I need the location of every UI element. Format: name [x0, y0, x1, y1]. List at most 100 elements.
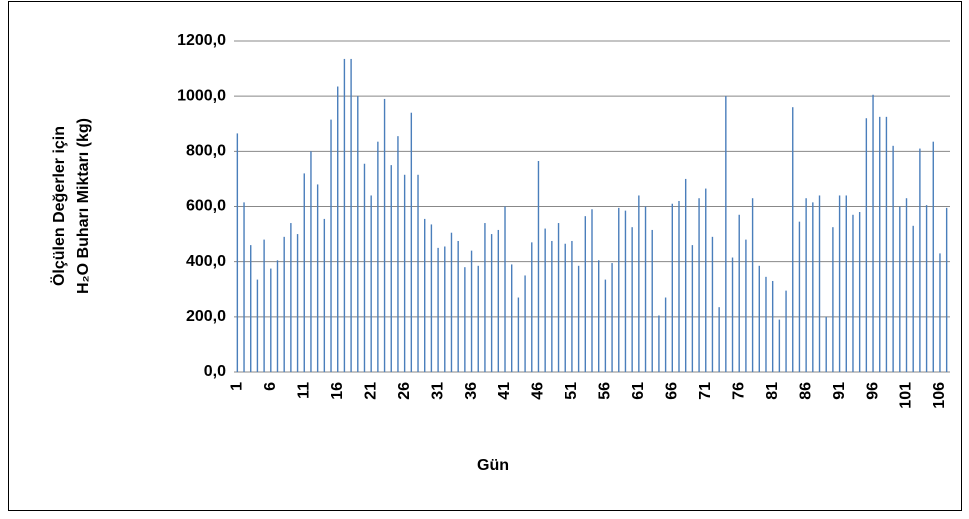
bar: [745, 239, 747, 372]
x-tick-label-group: 36: [463, 382, 480, 400]
bar: [691, 245, 694, 372]
bar: [945, 207, 948, 372]
bar: [792, 107, 794, 372]
bar: [899, 206, 901, 372]
x-tick-label: 21: [362, 382, 379, 400]
bar: [397, 136, 399, 372]
x-tick-label: 76: [730, 382, 747, 400]
bar: [644, 206, 647, 372]
bar: [497, 229, 500, 372]
x-axis-label: Gün: [477, 457, 509, 474]
x-tick-label-group: 31: [429, 382, 446, 400]
x-tick-label-group: 51: [563, 382, 580, 400]
x-tick-label: 56: [597, 382, 614, 400]
bar: [738, 214, 740, 372]
x-tick-label: 31: [429, 382, 446, 400]
bar: [283, 236, 285, 372]
x-tick-label-group: 106: [931, 382, 948, 409]
x-tick-label: 101: [898, 382, 915, 409]
bar: [444, 246, 446, 372]
bar: [390, 165, 392, 372]
bar: [470, 250, 473, 372]
bar: [437, 247, 439, 372]
x-tick-label-group: 66: [664, 382, 681, 400]
bar: [296, 234, 299, 372]
bar: [410, 112, 413, 372]
bar: [310, 151, 312, 372]
bar: [584, 216, 587, 372]
y-tick-label: 400,0: [186, 253, 226, 270]
bar: [611, 263, 613, 372]
y-tick-label: 0,0: [204, 363, 226, 380]
bar: [290, 223, 292, 372]
bar: [303, 173, 305, 372]
x-tick-label: 41: [496, 382, 513, 400]
bar: [932, 141, 934, 372]
y-axis-label-line: H₂O Buharı Miktarı (kg): [75, 118, 92, 294]
bar: [872, 94, 874, 372]
bar: [531, 242, 533, 372]
bar: [316, 184, 319, 372]
bar: [818, 195, 821, 372]
bar: [350, 58, 352, 372]
y-tick-label: 1200,0: [177, 32, 226, 49]
x-tick-label-group: 6: [262, 382, 279, 391]
bar: [524, 275, 526, 372]
bar: [765, 276, 767, 372]
bar: [363, 163, 366, 372]
x-tick-label-group: 101: [898, 382, 915, 409]
y-axis-label-line: Ölçülen Değerler için: [49, 126, 68, 286]
x-tick-label: 96: [864, 382, 881, 400]
bar: [243, 202, 245, 372]
bar: [858, 212, 861, 372]
bar: [357, 96, 359, 373]
y-tick-label: 200,0: [186, 308, 226, 325]
bar: [798, 221, 801, 372]
x-tick-label: 91: [831, 382, 848, 400]
bar: [865, 118, 868, 372]
bar: [276, 260, 279, 372]
bar: [537, 160, 540, 372]
x-tick-label: 11: [295, 382, 312, 399]
y-tick-label: 1000,0: [177, 87, 226, 104]
bar: [684, 178, 687, 372]
x-tick-label-group: 41: [496, 382, 513, 400]
x-tick-label: 46: [530, 382, 547, 400]
bar: [751, 198, 754, 372]
bar: [490, 234, 493, 372]
x-tick-label: 86: [797, 382, 814, 400]
bar: [343, 58, 346, 372]
y-tick-label: 800,0: [186, 143, 226, 160]
x-tick-label-group: 76: [730, 382, 747, 400]
bar: [571, 240, 573, 372]
bar: [591, 209, 593, 372]
x-tick-label-group: 21: [362, 382, 379, 400]
bar: [892, 145, 894, 372]
bar: [604, 279, 607, 372]
bar: [624, 210, 627, 372]
bar: [577, 265, 580, 372]
y-tick-label: 600,0: [186, 198, 226, 215]
bar: [337, 86, 339, 372]
bar: [511, 264, 513, 372]
x-tick-label-group: 96: [864, 382, 881, 400]
bar: [778, 319, 781, 372]
bar: [383, 98, 386, 373]
bar: [852, 214, 854, 372]
bar: [544, 228, 546, 372]
x-tick-label: 6: [262, 382, 279, 391]
bar: [477, 265, 479, 372]
x-tick-label-group: 26: [396, 382, 413, 400]
bar: [705, 188, 707, 372]
x-tick-label: 61: [630, 382, 647, 400]
bar: [678, 200, 680, 372]
bar: [825, 316, 827, 372]
bar: [564, 243, 566, 372]
bar: [805, 198, 807, 372]
x-tick-label-group: 11: [295, 382, 312, 399]
bar: [838, 195, 841, 372]
bar: [263, 239, 265, 372]
bar: [551, 240, 553, 372]
bar: [845, 195, 847, 372]
bar: [417, 174, 419, 372]
